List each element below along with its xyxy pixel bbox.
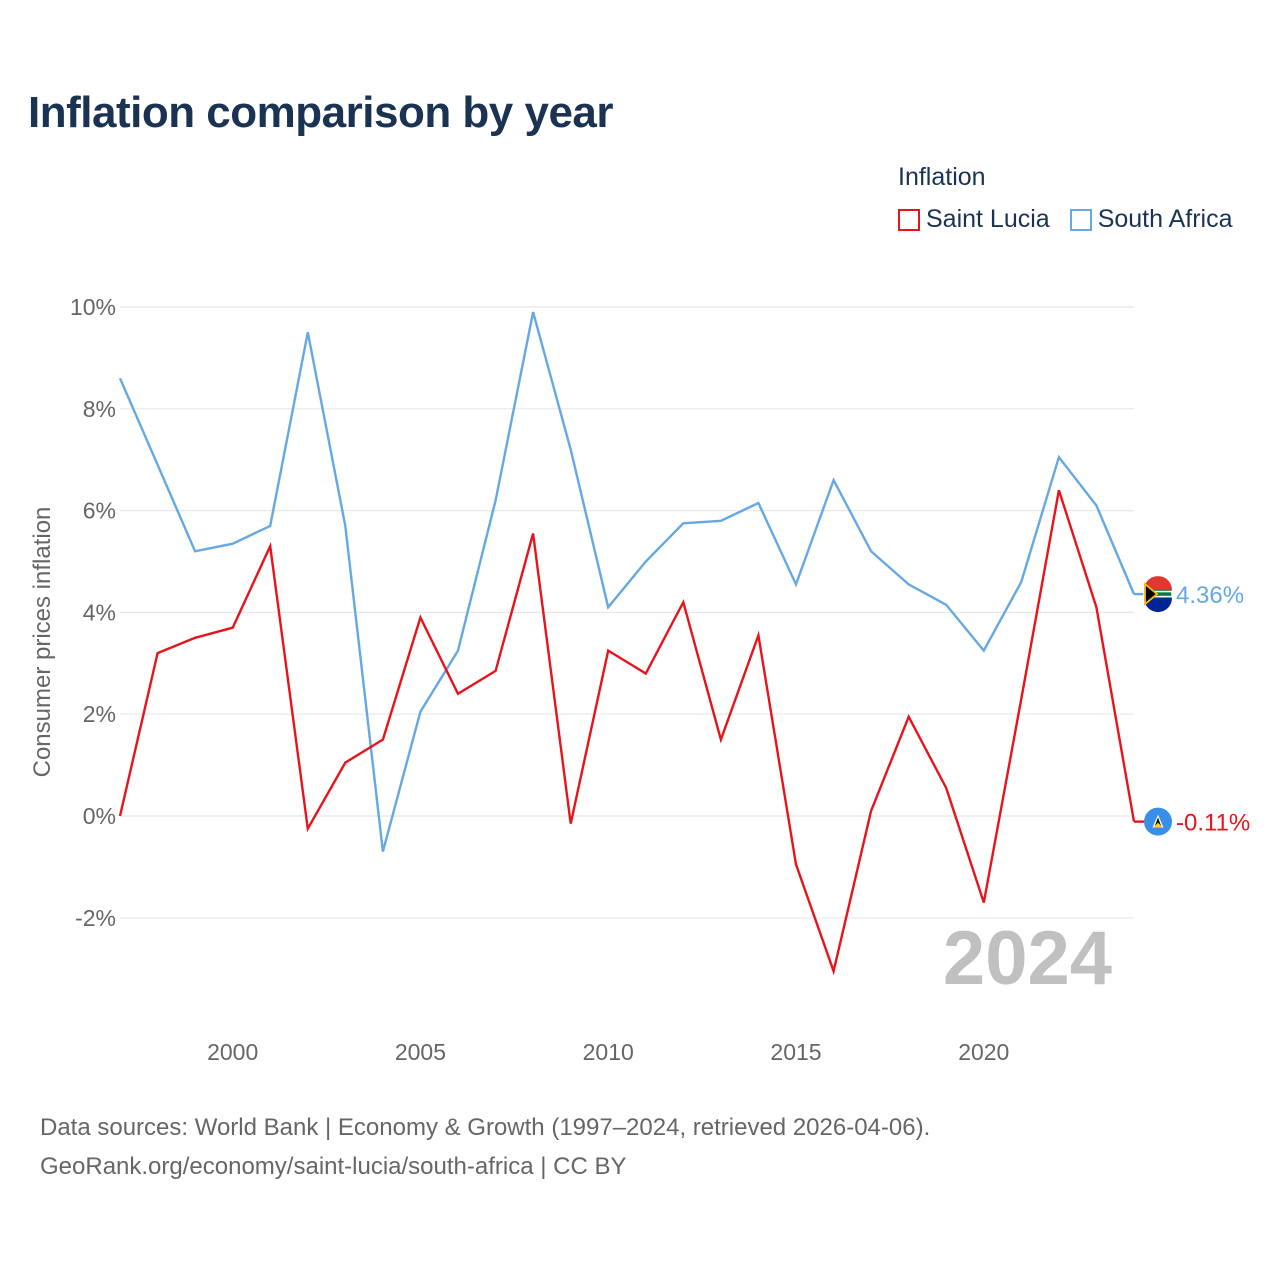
y-tick-label-1: 0% xyxy=(83,803,116,829)
x-axis-ticks: 2000 2005 2010 2015 2020 xyxy=(207,1039,1009,1065)
x-tick-label-1: 2005 xyxy=(395,1039,446,1065)
x-tick-label-3: 2015 xyxy=(770,1039,821,1065)
legend-item-south-africa[interactable]: South Africa xyxy=(1069,205,1233,234)
south-africa-flag-icon xyxy=(1143,576,1173,613)
series-lines xyxy=(118,311,1136,976)
series-line-south-africa xyxy=(118,311,1136,852)
legend-label-saint-lucia: Saint Lucia xyxy=(926,205,1050,233)
data-source: Data sources: World Bank | Economy & Gro… xyxy=(40,1108,930,1186)
legend-swatch-saint-lucia xyxy=(898,208,920,231)
flag-gold-triangle xyxy=(1153,822,1163,828)
source-line-2[interactable]: GeoRank.org/economy/saint-lucia/south-af… xyxy=(40,1153,627,1180)
saint-lucia-flag-icon xyxy=(1144,807,1172,836)
flag-red-band xyxy=(1144,576,1172,591)
y-axis-ticks: -2% 0% 2% 4% 6% 8% 10% xyxy=(70,294,116,931)
y-tick-label-0: -2% xyxy=(75,905,116,931)
legend: Saint Lucia South Africa xyxy=(898,205,1233,234)
x-tick-label-4: 2020 xyxy=(958,1039,1009,1065)
end-value-label-saint-lucia: -0.11% xyxy=(1176,810,1250,837)
x-tick-label-2: 2010 xyxy=(583,1039,634,1065)
end-value-label-south-africa: 4.36% xyxy=(1176,582,1244,609)
gridlines xyxy=(120,306,1134,919)
series-line-saint-lucia xyxy=(118,489,1136,976)
chart-title: Inflation comparison by year xyxy=(28,88,614,137)
line-chart: -2% 0% 2% 4% 6% 8% 10% 2000 2005 2010 2015 2020 Co… xyxy=(29,294,1250,1065)
y-tick-label-3: 4% xyxy=(83,599,116,625)
x-tick-label-0: 2000 xyxy=(207,1039,258,1065)
legend-label-south-africa: South Africa xyxy=(1097,205,1233,233)
legend-title: Inflation xyxy=(898,163,986,191)
y-tick-label-2: 2% xyxy=(83,701,116,727)
legend-item-saint-lucia[interactable]: Saint Lucia xyxy=(898,205,1050,234)
year-watermark: 2024 xyxy=(943,916,1112,1001)
series-end-markers: 4.36% -0.11% xyxy=(1134,576,1250,837)
source-line-1: Data sources: World Bank | Economy & Gro… xyxy=(40,1114,931,1141)
y-tick-label-4: 6% xyxy=(83,498,116,524)
flag-blue-band xyxy=(1144,598,1172,613)
y-tick-label-6: 10% xyxy=(70,294,116,320)
y-axis-label: Consumer prices inflation xyxy=(29,507,56,778)
flag-triangle xyxy=(1144,582,1159,606)
legend-swatch-south-africa xyxy=(1069,208,1092,231)
y-tick-label-5: 8% xyxy=(83,396,116,422)
